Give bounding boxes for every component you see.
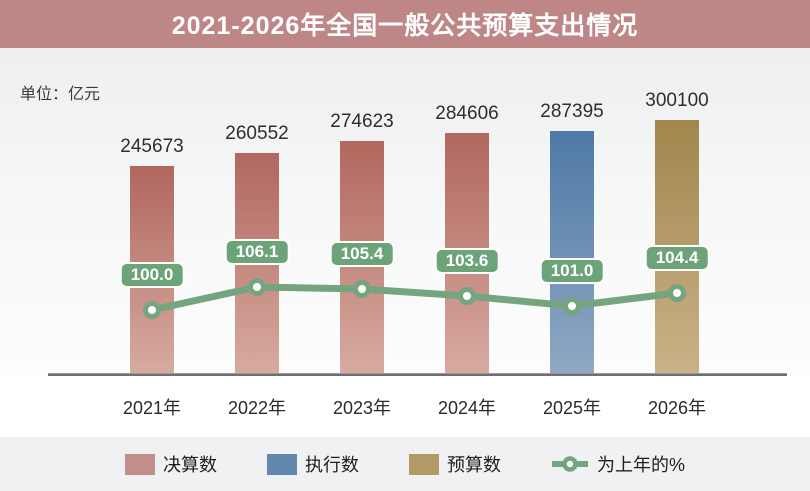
legend-line-marker-icon [551,456,588,472]
bar-value-label: 287395 [540,101,604,122]
trend-line-chart [143,278,686,319]
chart-plot-area: 单位：亿元 245673 260552 274623 284606 287395 3001… [0,48,810,377]
trend-marker [248,278,266,296]
page-title: 2021-2026年全国一般公共预算支出情况 [171,12,639,40]
trend-marker [353,280,371,298]
yoy-badge: 105.4 [329,241,395,267]
trend-polyline [151,283,678,314]
legend: 决算数 执行数 预算数 为上年的% [0,437,810,491]
bar-value-label: 300100 [645,90,709,111]
legend-item-budget: 预算数 [408,451,501,477]
legend-item-yoy-percent: 为上年的% [551,451,685,477]
x-axis-label-2023: 2023年 [332,398,392,418]
bar-value-label: 245673 [120,136,184,157]
x-axis-labels: 2021年 2022年 2023年 2024年 2025年 2026年 [0,377,810,437]
trend-marker [143,301,161,319]
unit-label: 单位：亿元 [20,86,101,103]
yoy-badge: 100.0 [119,262,185,288]
bar-value-label: 284606 [435,103,499,124]
legend-label: 执行数 [304,455,359,475]
x-axis-label-2025: 2025年 [542,398,602,418]
bar-value-label: 260552 [225,123,289,144]
legend-swatch-icon [408,453,439,475]
legend-swatch-icon [266,453,297,475]
x-axis-label-2022: 2022年 [227,398,287,418]
legend-label: 决算数 [162,455,217,475]
legend-label: 为上年的% [596,455,685,475]
legend-label: 预算数 [446,455,501,475]
x-axis-label-2024: 2024年 [437,398,497,418]
trend-marker [458,287,476,305]
title-bar: 2021-2026年全国一般公共预算支出情况 [0,0,810,48]
yoy-badge: 106.1 [224,239,290,265]
legend-item-final-accounts: 决算数 [124,451,217,477]
x-axis-label-2026: 2026年 [647,398,707,418]
yoy-badge: 104.4 [644,245,710,271]
legend-swatch-icon [124,453,155,475]
yoy-badge: 101.0 [539,258,605,284]
trend-marker [668,284,686,302]
x-axis-label-2021: 2021年 [122,398,182,418]
bar-2025 [550,131,594,373]
x-axis-line [48,373,787,376]
yoy-badge: 103.6 [434,248,500,274]
bar-value-label: 274623 [330,111,394,132]
trend-marker [563,297,581,315]
legend-item-execution: 执行数 [266,451,359,477]
